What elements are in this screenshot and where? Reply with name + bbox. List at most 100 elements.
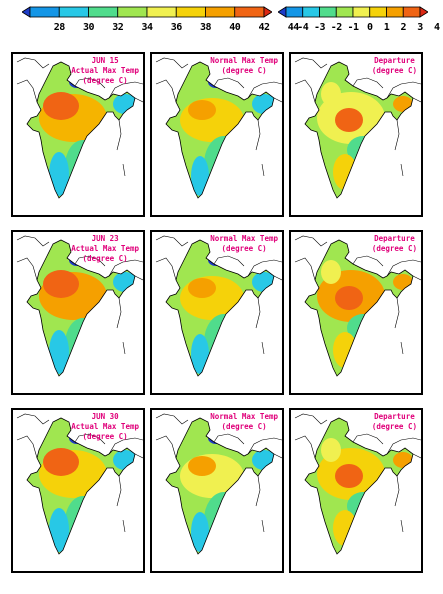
- colorbar-segment: [234, 6, 265, 18]
- temperature-contour: [188, 278, 216, 298]
- temperature-contour: [191, 334, 209, 374]
- colorbar-tick-label: 44: [287, 22, 300, 33]
- india-border: [26, 61, 136, 199]
- neighbor-border: [108, 81, 143, 99]
- india-border: [165, 61, 275, 199]
- colorbar-segment: [302, 6, 320, 18]
- departure-panel-title: Departure (degree C): [372, 412, 417, 432]
- colorbar-low-triangle: [22, 6, 31, 18]
- departure-map-panel-row-3: Departure (degree C): [289, 408, 423, 573]
- temperature-contour: [208, 76, 224, 88]
- departure-panel-title: Departure (degree C): [372, 56, 417, 76]
- colorbar-tick-label: 42: [258, 22, 270, 33]
- temperature-contour: [393, 96, 413, 112]
- neighbor-border: [247, 81, 282, 99]
- india-border: [165, 239, 275, 377]
- neighbor-border: [155, 257, 177, 281]
- neighbor-border: [273, 453, 282, 459]
- normal-panel-title: Normal Max Temp (degree C): [210, 412, 278, 432]
- panel-title-line: Departure: [374, 412, 415, 421]
- temperature-contour: [43, 448, 79, 476]
- colorbar-tick-label: 3: [417, 22, 423, 33]
- temperature-contour: [49, 152, 69, 196]
- neighbor-border: [134, 275, 143, 281]
- departure-map: [294, 413, 421, 555]
- neighbor-border: [400, 341, 404, 355]
- colorbar-tick-label: 30: [82, 22, 95, 33]
- neighbor-border: [16, 235, 50, 247]
- temperature-contour: [65, 318, 101, 370]
- neighbor-border: [213, 255, 245, 267]
- panel-title-line: Actual Max Temp: [71, 66, 139, 75]
- colorbar-segment: [285, 6, 304, 18]
- normal-map: [155, 235, 282, 377]
- panel-title-line: Departure: [374, 56, 415, 65]
- panel-title-line: Actual Max Temp: [71, 244, 139, 253]
- india-border: [304, 61, 414, 199]
- colorbar-tick-label: 28: [53, 22, 66, 33]
- actual-map: [16, 235, 143, 377]
- actual-map: [16, 57, 143, 199]
- colorbar-segment: [402, 6, 421, 18]
- neighbor-border: [352, 433, 384, 445]
- neighbor-border: [16, 435, 38, 459]
- neighbor-border: [400, 519, 404, 533]
- temperature-contour: [321, 438, 341, 462]
- actual-panel-title: JUN 23 Actual Max Temp (degree C): [71, 234, 139, 264]
- colorbar-segment: [319, 6, 337, 18]
- normal-map: [155, 413, 282, 555]
- india-border: [304, 417, 414, 555]
- neighbor-border: [74, 255, 106, 267]
- actual-temp-legend: 28 30 32 34 36 38 40 42 44: [22, 6, 299, 36]
- actual-temp-colorbar: [22, 6, 272, 18]
- neighbor-border: [294, 235, 328, 247]
- departure-map-panel-row-2: Departure (degree C): [289, 230, 423, 395]
- temperature-contour: [204, 314, 244, 370]
- colorbar-tick-label: -3: [313, 22, 326, 33]
- temperature-contour: [335, 108, 363, 132]
- india-border: [165, 417, 275, 555]
- temperature-contour: [188, 100, 216, 120]
- temperature-contour: [204, 136, 244, 192]
- colorbar-tick-label: 40: [229, 22, 241, 33]
- panel-title-line: JUN 15: [91, 56, 119, 65]
- panel-title-line: JUN 30: [91, 412, 119, 421]
- neighbor-border: [122, 519, 126, 533]
- neighbor-border: [294, 57, 328, 69]
- colorbar-segment: [175, 6, 206, 18]
- neighbor-border: [386, 437, 421, 455]
- colorbar-segment: [58, 6, 89, 18]
- temperature-contour: [191, 156, 209, 196]
- panel-title-line: (degree C): [82, 76, 128, 85]
- colorbar-segment: [205, 6, 236, 18]
- temperature-contour: [49, 508, 69, 552]
- neighbor-border: [116, 119, 122, 151]
- colorbar-tick-label: 32: [112, 22, 124, 33]
- neighbor-border: [122, 163, 126, 177]
- temperature-contour: [335, 286, 363, 310]
- neighbor-border: [273, 275, 282, 281]
- colorbar-tick-label: 36: [170, 22, 183, 33]
- neighbor-border: [155, 235, 189, 247]
- neighbor-border: [261, 341, 265, 355]
- neighbor-border: [134, 97, 143, 103]
- neighbor-border: [394, 297, 400, 329]
- temperature-contour: [49, 330, 69, 374]
- neighbor-border: [16, 257, 38, 281]
- temperature-contour: [65, 496, 101, 548]
- temperature-contour: [43, 270, 79, 298]
- temperature-contour: [335, 464, 363, 488]
- normal-map-panel-row-1: Normal Max Temp (degree C): [150, 52, 284, 217]
- colorbar-tick-label: -2: [330, 22, 343, 33]
- neighbor-border: [352, 77, 384, 89]
- colorbar-segment: [88, 6, 119, 18]
- neighbor-border: [116, 297, 122, 329]
- neighbor-border: [155, 79, 177, 103]
- colorbar-tick-label: 1: [383, 22, 390, 33]
- actual-map: [16, 413, 143, 555]
- neighbor-border: [16, 413, 50, 425]
- neighbor-border: [294, 257, 316, 281]
- neighbor-border: [74, 433, 106, 445]
- colorbar-tick-label: 0: [366, 22, 373, 33]
- colorbar-segment: [117, 6, 148, 18]
